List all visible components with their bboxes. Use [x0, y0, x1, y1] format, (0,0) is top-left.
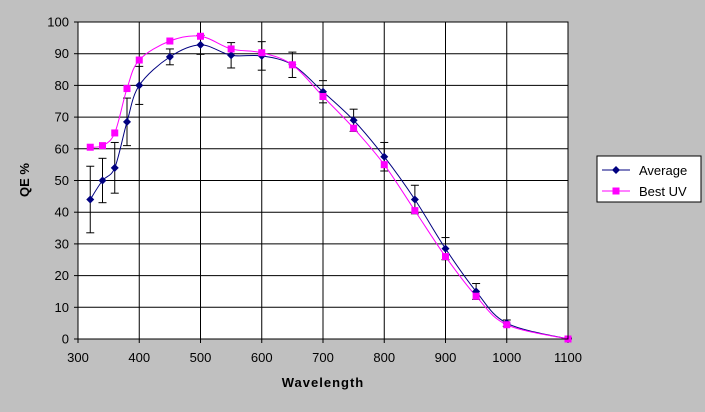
data-point-best-uv	[197, 32, 204, 40]
data-point-average	[227, 51, 236, 60]
data-point-best-uv	[288, 61, 296, 69]
data-point-best-uv	[503, 321, 511, 329]
data-point-best-uv	[86, 143, 94, 151]
y-tick-label: 70	[55, 110, 69, 125]
y-tick-label: 90	[55, 46, 69, 61]
data-point-average	[110, 163, 119, 172]
x-axis-title: Wavelength	[282, 375, 364, 390]
y-tick-label: 60	[55, 141, 69, 156]
data-point-best-uv	[380, 161, 388, 169]
y-tick-labels: 0 10 20 30 40 50 60 70 80 90 100	[47, 15, 69, 347]
data-point-best-uv	[123, 85, 131, 93]
data-point-average	[380, 152, 389, 161]
data-point-best-uv	[99, 142, 106, 150]
data-point-average	[196, 40, 205, 49]
series-group	[86, 32, 572, 343]
x-tick-label: 600	[251, 350, 273, 365]
y-tick-label: 10	[55, 300, 69, 315]
y-tick-label: 0	[62, 332, 69, 347]
x-tick-label: 700	[312, 350, 334, 365]
data-point-best-uv	[111, 129, 119, 137]
data-point-best-uv	[442, 253, 449, 261]
data-point-best-uv	[227, 45, 235, 53]
y-tick-label: 30	[55, 236, 69, 251]
y-tick-label: 80	[55, 78, 69, 93]
data-point-average	[349, 116, 358, 125]
legend-bestuv-marker	[612, 187, 620, 195]
plot-border	[77, 21, 569, 340]
y-tick-label: 100	[47, 15, 69, 30]
x-tick-label: 800	[373, 350, 395, 365]
data-point-average	[410, 195, 419, 204]
x-tick-label: 500	[190, 350, 212, 365]
x-tick-label: 1000	[492, 350, 521, 365]
data-point-average	[98, 176, 107, 185]
data-point-best-uv	[166, 37, 174, 45]
data-point-average	[135, 81, 144, 90]
y-tick-label: 40	[55, 205, 69, 220]
legend: Average Best UV	[596, 155, 702, 203]
series-line-average	[89, 44, 569, 340]
y-axis-title: QE %	[17, 163, 32, 197]
data-point-best-uv	[258, 49, 266, 57]
data-point-best-uv	[350, 124, 358, 132]
y-tick-label: 50	[55, 173, 69, 188]
x-tick-labels: 300 400 500 600 700 800 900 1000 1100	[67, 350, 582, 365]
data-point-best-uv	[135, 56, 143, 64]
data-point-best-uv	[472, 292, 480, 300]
x-tick-label: 900	[435, 350, 457, 365]
gridlines	[74, 21, 569, 343]
legend-bestuv-label: Best UV	[639, 184, 687, 199]
data-point-best-uv	[411, 207, 419, 215]
x-tick-label: 400	[128, 350, 150, 365]
data-point-average	[165, 52, 174, 61]
legend-average-label: Average	[639, 163, 687, 178]
legend-average-marker	[612, 166, 620, 174]
data-point-average	[441, 244, 450, 253]
data-point-best-uv	[319, 92, 327, 100]
x-tick-label: 300	[67, 350, 89, 365]
data-point-average	[86, 195, 95, 204]
data-point-average	[123, 117, 131, 126]
y-tick-label: 20	[55, 268, 69, 283]
x-tick-label: 1100	[554, 350, 582, 365]
